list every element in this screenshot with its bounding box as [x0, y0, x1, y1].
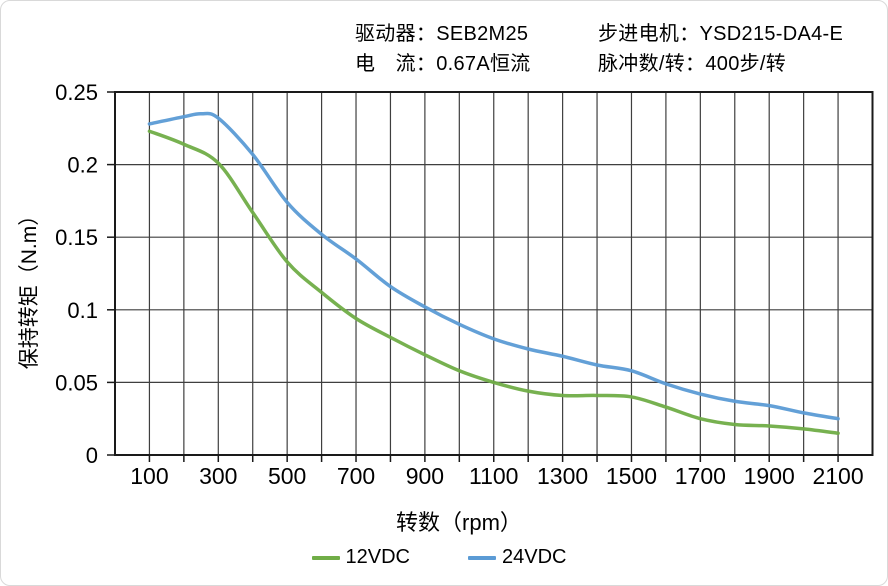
driver-label: 驱动器：: [355, 23, 437, 45]
legend-item-24vdc: 24VDC: [468, 546, 566, 569]
x-tick-label: 300: [199, 463, 237, 489]
y-tick-label: 0: [86, 443, 98, 468]
x-tick-label: 1500: [606, 463, 657, 489]
x-tick-label: 1100: [469, 463, 518, 489]
x-tick-label: 700: [337, 463, 375, 489]
x-tick-label: 900: [406, 463, 444, 489]
legend-label-12vdc: 12VDC: [345, 546, 410, 568]
x-tick-label: 100: [130, 463, 168, 489]
legend-item-12vdc: 12VDC: [311, 546, 410, 569]
x-tick-label: 2100: [812, 463, 863, 489]
legend-swatch-12vdc: [311, 555, 340, 560]
y-tick-label: 0.05: [55, 370, 98, 395]
y-tick-label: 0.15: [55, 225, 98, 250]
x-tick-label: 1700: [675, 463, 726, 489]
driver-value: SEB2M25: [436, 23, 529, 45]
y-tick-label: 0.25: [55, 80, 98, 105]
x-axis-title: 转数（rpm）: [396, 510, 522, 535]
y-tick-label: 0.2: [67, 153, 98, 178]
current-value: 0.67A恒流: [436, 53, 531, 75]
motor-label: 步进电机：: [598, 23, 700, 45]
legend-label-24vdc: 24VDC: [502, 546, 567, 568]
x-tick-label: 1900: [744, 463, 795, 489]
pulses-label: 脉冲数/转：: [598, 53, 706, 75]
motor-value: YSD215-DA4-E: [699, 23, 844, 45]
plot-frame: [114, 91, 874, 456]
y-axis-title: 保持转矩（N.m）: [18, 204, 41, 370]
header-driver: 驱动器：SEB2M25: [355, 17, 528, 46]
pulses-value: 400步/转: [705, 53, 787, 75]
x-tick-label: 500: [268, 463, 306, 489]
current-label: 电 流：: [355, 53, 437, 75]
header-motor: 步进电机：YSD215-DA4-E: [598, 17, 843, 46]
header-current: 电 流：0.67A恒流: [355, 47, 531, 76]
curve-24vdc: [147, 111, 840, 421]
legend: 12VDC 24VDC: [1, 546, 877, 569]
x-tick-label: 1300: [537, 463, 588, 489]
y-tick-label: 0.1: [67, 298, 98, 323]
curve-12vdc: [147, 129, 840, 435]
header-pulses: 脉冲数/转：400步/转: [598, 47, 786, 76]
legend-swatch-24vdc: [468, 555, 496, 560]
